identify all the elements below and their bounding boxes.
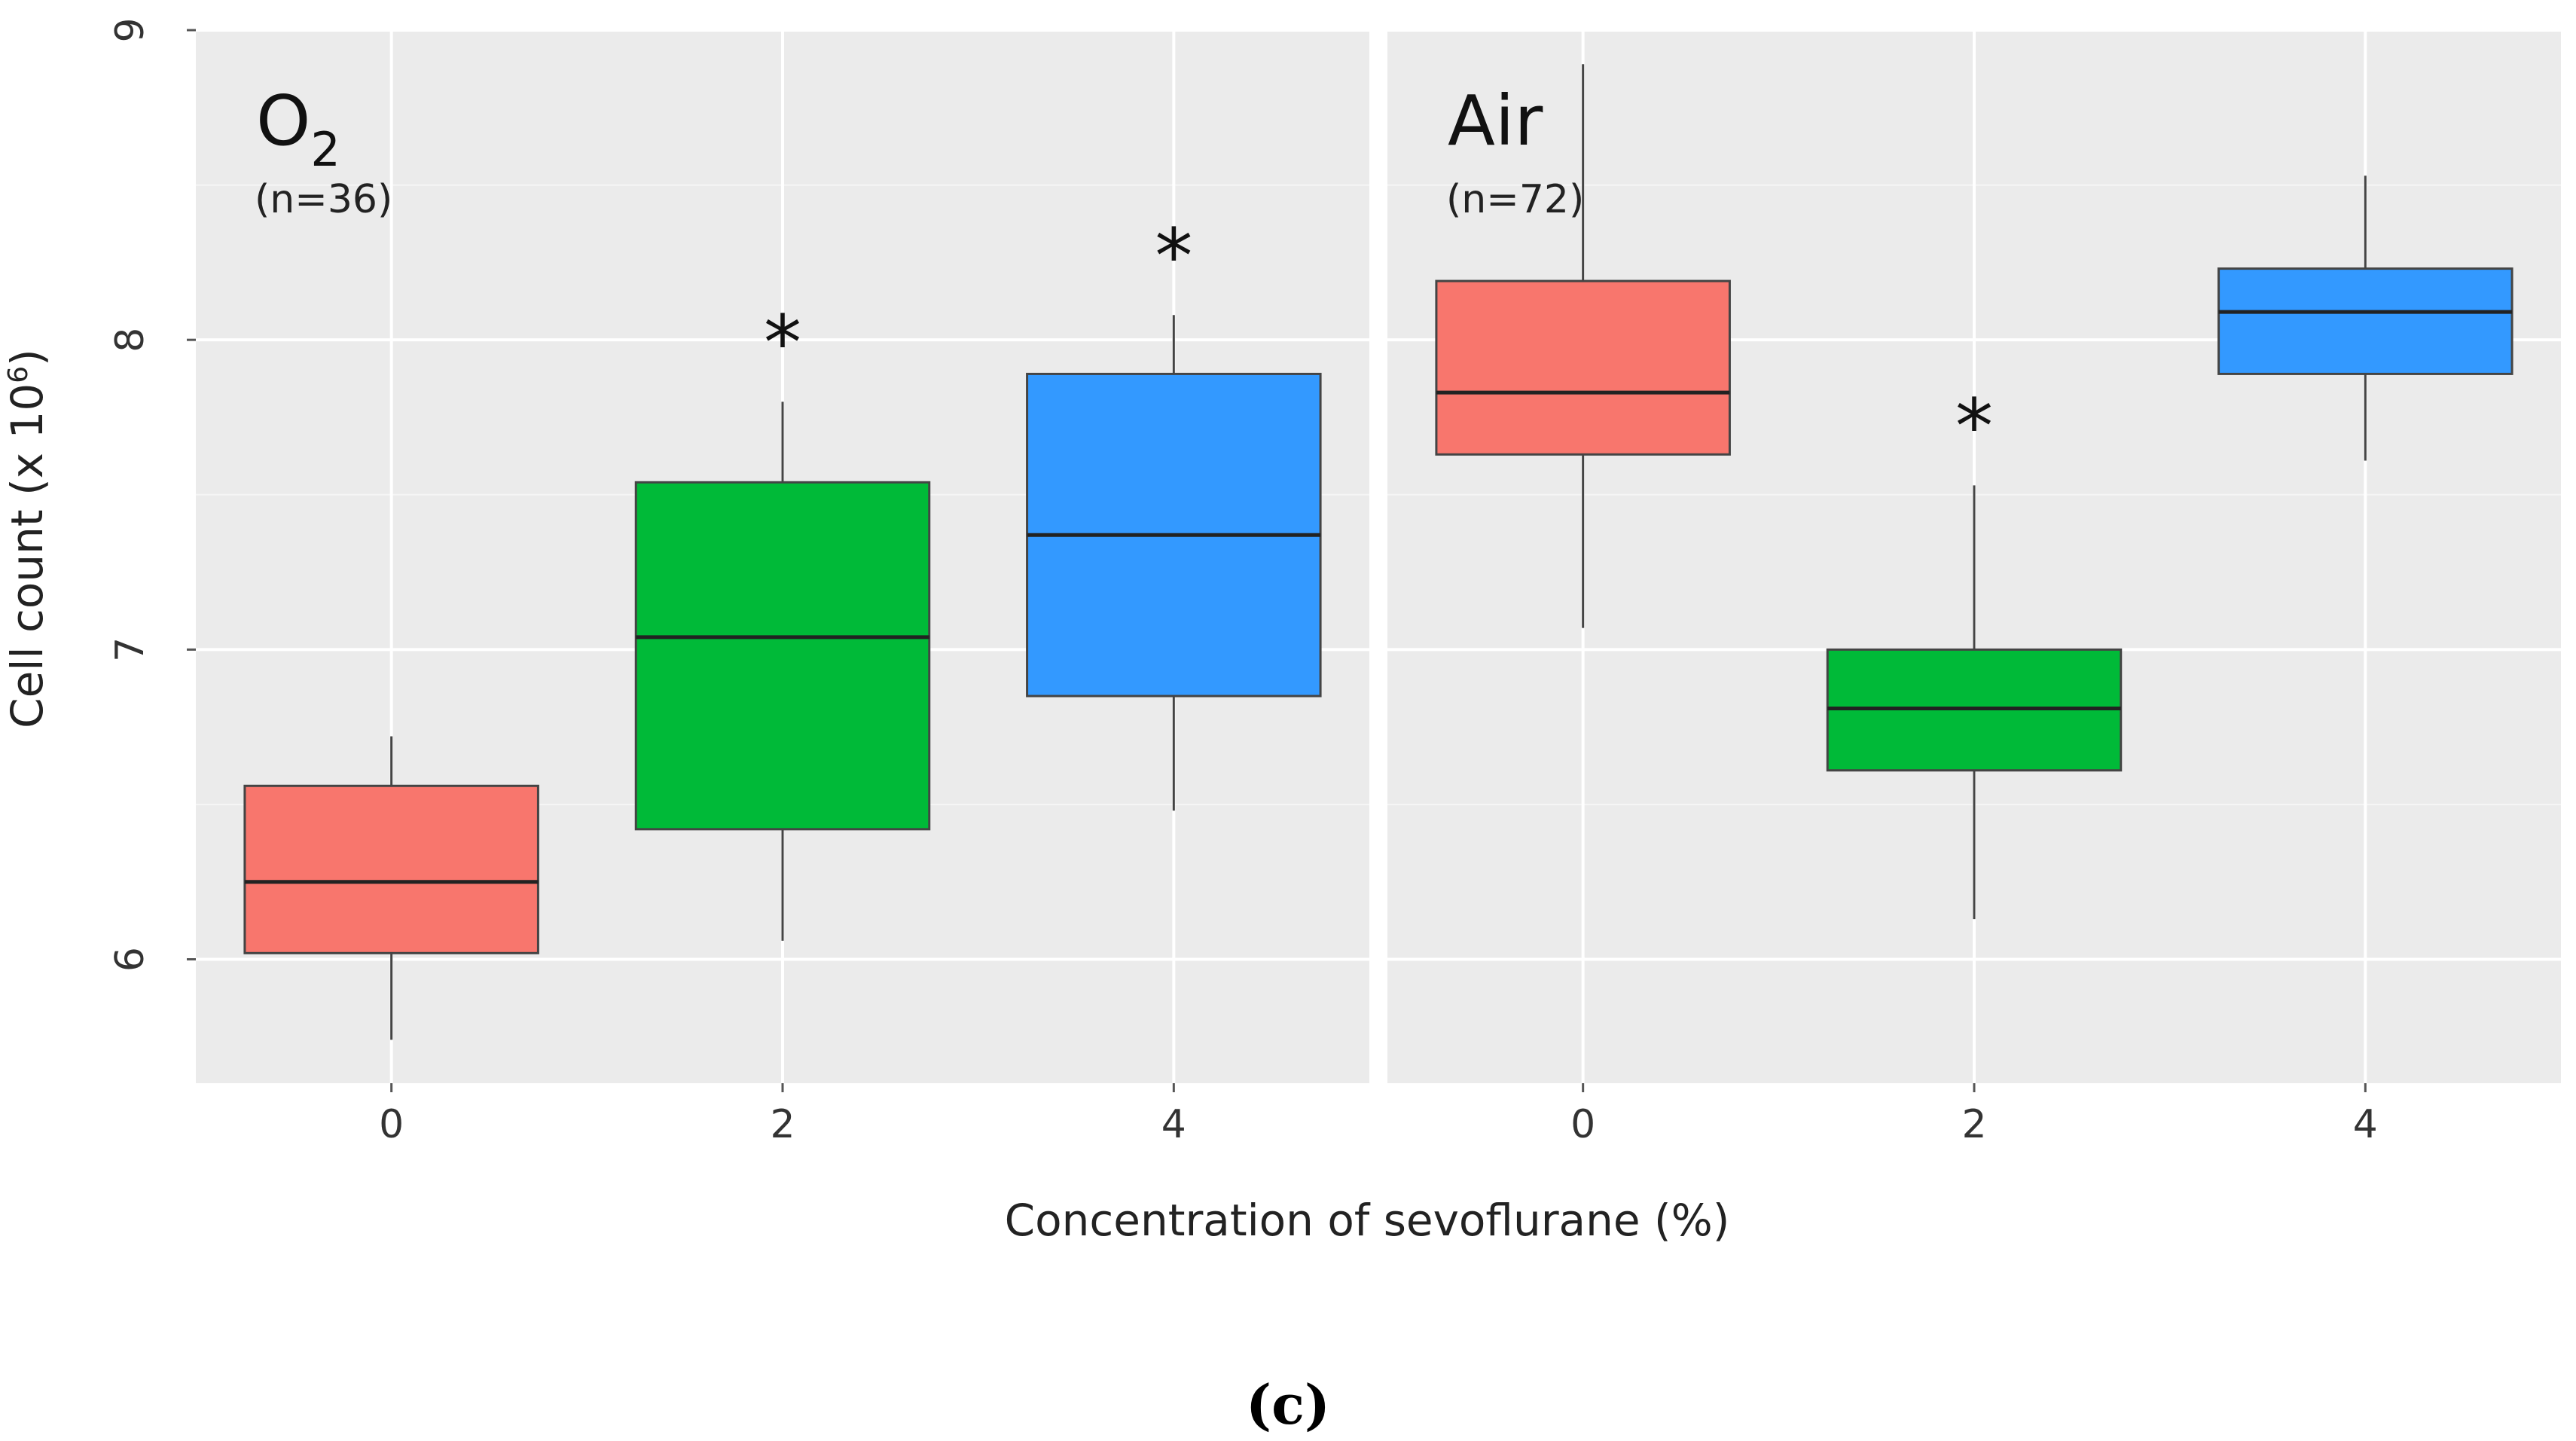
box-body bbox=[1435, 279, 1731, 456]
y-tick-label: 7 bbox=[108, 637, 153, 662]
y-axis-title: Cell count (x 106) bbox=[2, 349, 53, 728]
x-tick-label: 4 bbox=[2353, 1102, 2378, 1147]
y-tick-label: 9 bbox=[108, 17, 153, 42]
x-tick-label: 4 bbox=[1161, 1102, 1186, 1147]
y-axis: 6 7 8 9 bbox=[108, 17, 196, 972]
x-tick-label: 0 bbox=[379, 1102, 404, 1147]
box-body bbox=[2217, 267, 2513, 375]
x-tick-label: 0 bbox=[1570, 1102, 1595, 1147]
box-(n=72)-4 bbox=[2217, 176, 2513, 461]
y-axis-title-text: Cell count (x 10 bbox=[2, 383, 53, 728]
panel-title: Air bbox=[1448, 81, 1543, 161]
y-tick-label: 6 bbox=[108, 947, 153, 972]
x-tick-label: 2 bbox=[770, 1102, 795, 1147]
box-(n=36)-0 bbox=[243, 736, 539, 1040]
y-tick-label: 8 bbox=[108, 328, 153, 353]
box-(n=36)-4: * bbox=[1026, 212, 1322, 811]
significance-star: * bbox=[1155, 212, 1192, 300]
box-(n=72)-0 bbox=[1435, 64, 1731, 628]
panels: 0 2 4**O2(n=36)0 2 4*Air(n=72) bbox=[196, 29, 2561, 1147]
panel-n-label: (n=36) bbox=[255, 177, 392, 222]
significance-star: * bbox=[1955, 382, 1993, 470]
panel-title-subscript: 2 bbox=[310, 122, 340, 177]
box-(n=36)-2: * bbox=[634, 298, 931, 941]
y-axis-title-close: ) bbox=[2, 349, 53, 366]
significance-star: * bbox=[764, 298, 801, 386]
panel-n-label: (n=72) bbox=[1446, 177, 1584, 222]
figure-caption: (c) bbox=[1246, 1372, 1330, 1436]
box-(n=72)-2: * bbox=[1826, 382, 2123, 920]
y-axis-title-superscript: 6 bbox=[3, 366, 34, 383]
panel-1: 0 2 4 * Air (n=72) bbox=[1387, 29, 2561, 1147]
panel-0: 0 2 4**O2(n=36) bbox=[196, 29, 1369, 1147]
x-tick-label: 2 bbox=[1961, 1102, 1986, 1147]
box-body bbox=[634, 481, 931, 831]
box-body bbox=[243, 784, 539, 954]
panel-title: O2 bbox=[256, 81, 340, 177]
panel-title-main: Air bbox=[1448, 81, 1543, 161]
x-axis-title: Concentration of sevoflurane (%) bbox=[1005, 1195, 1730, 1246]
panel-title-main: O bbox=[256, 81, 310, 161]
